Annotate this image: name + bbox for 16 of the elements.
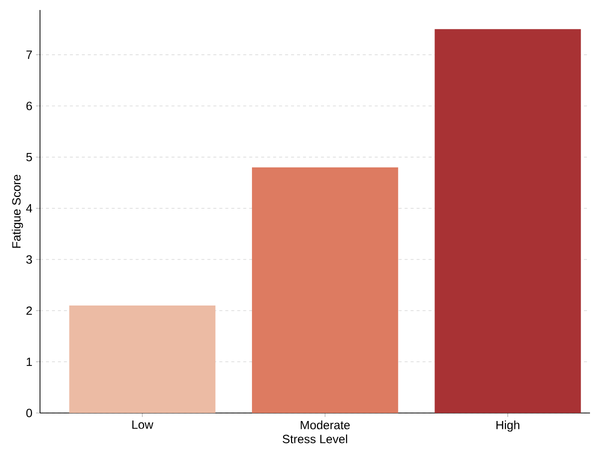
y-tick-label: 4 (26, 204, 32, 212)
bar (434, 29, 581, 413)
y-tick-label: 0 (26, 408, 32, 418)
bar (69, 306, 216, 413)
y-axis-title: Fatigue Score (12, 174, 24, 248)
x-axis-title: Stress Level (282, 434, 348, 444)
y-tick-label: 3 (26, 255, 32, 264)
y-tick-label: 1 (26, 358, 32, 366)
y-tick-label: 5 (26, 152, 32, 162)
x-tick-label: Low (132, 420, 154, 429)
x-tick-label: Moderate (300, 420, 350, 430)
x-tick-label: High (496, 420, 520, 432)
y-tick-label: 2 (26, 306, 32, 315)
y-tick-label: 7 (26, 50, 32, 59)
bar (252, 167, 398, 413)
y-tick-label: 6 (26, 102, 32, 110)
